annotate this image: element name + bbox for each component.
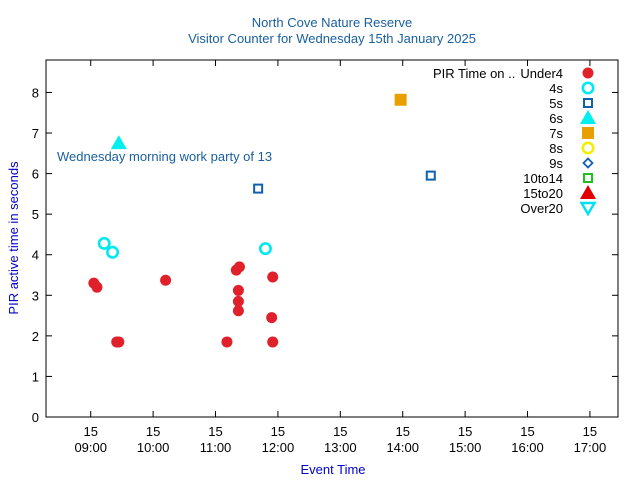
legend-marker-4s xyxy=(581,81,595,95)
x-tick-day-label: 15 xyxy=(583,424,597,439)
data-points xyxy=(88,93,436,348)
legend-label: 5s xyxy=(549,96,563,111)
data-point-under4 xyxy=(232,305,244,317)
x-tick-day-label: 15 xyxy=(146,424,160,439)
legend-marker-10to14 xyxy=(583,173,593,183)
data-point-4s xyxy=(97,236,111,250)
legend-label: 7s xyxy=(549,126,563,141)
y-tick-label: 5 xyxy=(32,207,39,222)
y-tick-label: 4 xyxy=(32,248,39,263)
data-point-4s xyxy=(106,245,120,259)
x-tick-time-label: 14:00 xyxy=(386,440,419,455)
x-tick-time-label: 12:00 xyxy=(262,440,295,455)
legend-marker-15to20 xyxy=(580,185,596,199)
x-tick-time-label: 17:00 xyxy=(574,440,607,455)
data-point-under4 xyxy=(160,274,172,286)
legend-label: 4s xyxy=(549,81,563,96)
y-axis-label: PIR active time in seconds xyxy=(6,161,21,315)
legend-marker-7s xyxy=(582,127,594,139)
y-tick-label: 8 xyxy=(32,85,39,100)
x-tick-day-label: 15 xyxy=(271,424,285,439)
plot-frame xyxy=(45,59,619,418)
data-point-under4 xyxy=(113,336,125,348)
x-tick-time-label: 09:00 xyxy=(74,440,107,455)
chart-title: North Cove Nature Reserve xyxy=(252,15,412,30)
data-point-under4 xyxy=(232,284,244,296)
y-tick-label: 6 xyxy=(32,167,39,182)
data-point-under4 xyxy=(221,336,233,348)
legend: PIR Time on .. Under44s5s6s7s8s9s10to1415… xyxy=(433,66,597,217)
data-point-under4 xyxy=(233,261,245,273)
legend-marker-5s xyxy=(583,98,593,108)
legend-label: 9s xyxy=(549,156,563,171)
y-tick-label: 3 xyxy=(32,288,39,303)
x-tick-time-label: 11:00 xyxy=(200,440,232,455)
data-point-under4 xyxy=(266,312,278,324)
x-tick-time-label: 16:00 xyxy=(511,440,544,455)
legend-marker-6s xyxy=(580,110,596,124)
legend-label: 10to14 xyxy=(523,171,563,186)
data-point-under4 xyxy=(232,295,244,307)
legend-marker-under4 xyxy=(582,67,594,79)
legend-label: 15to20 xyxy=(523,186,563,201)
x-tick-day-label: 15 xyxy=(208,424,222,439)
data-point-under4 xyxy=(91,281,103,293)
data-point-5s xyxy=(253,183,264,194)
y-tick-label: 0 xyxy=(32,410,39,425)
data-point-under4 xyxy=(267,336,279,348)
legend-marker-9s xyxy=(582,157,594,169)
x-tick-day-label: 15 xyxy=(83,424,97,439)
legend-label: Over20 xyxy=(520,201,563,216)
legend-marker-8s xyxy=(581,141,595,155)
legend-label: 6s xyxy=(549,111,563,126)
x-tick-day-label: 15 xyxy=(333,424,347,439)
annotation-work-party: Wednesday morning work party of 13 xyxy=(57,149,272,164)
data-point-4s xyxy=(258,242,272,256)
x-tick-day-label: 15 xyxy=(458,424,472,439)
y-tick-label: 7 xyxy=(32,126,39,141)
legend-title: PIR Time on .. xyxy=(433,66,515,81)
x-tick-time-label: 10:00 xyxy=(137,440,170,455)
chart-subtitle: Visitor Counter for Wednesday 15th Janua… xyxy=(188,31,476,46)
x-axis: 1509:001510:001511:001512:001513:001514:… xyxy=(74,60,606,455)
y-tick-label: 1 xyxy=(32,369,39,384)
legend-label: Under4 xyxy=(520,66,563,81)
legend-label: 8s xyxy=(549,141,563,156)
x-tick-time-label: 13:00 xyxy=(324,440,357,455)
y-axis: 0 1 2 3 4 5 6 7 8 xyxy=(32,85,618,425)
y-tick-label: 2 xyxy=(32,329,39,344)
x-tick-day-label: 15 xyxy=(395,424,409,439)
data-point-under4 xyxy=(267,271,279,283)
data-point-5s xyxy=(425,170,436,181)
x-tick-time-label: 15:00 xyxy=(449,440,482,455)
x-tick-day-label: 15 xyxy=(520,424,534,439)
legend-marker-over20 xyxy=(579,201,597,217)
data-point-7s xyxy=(394,93,407,106)
data-point-6s xyxy=(110,135,127,150)
x-axis-label: Event Time xyxy=(300,462,365,477)
